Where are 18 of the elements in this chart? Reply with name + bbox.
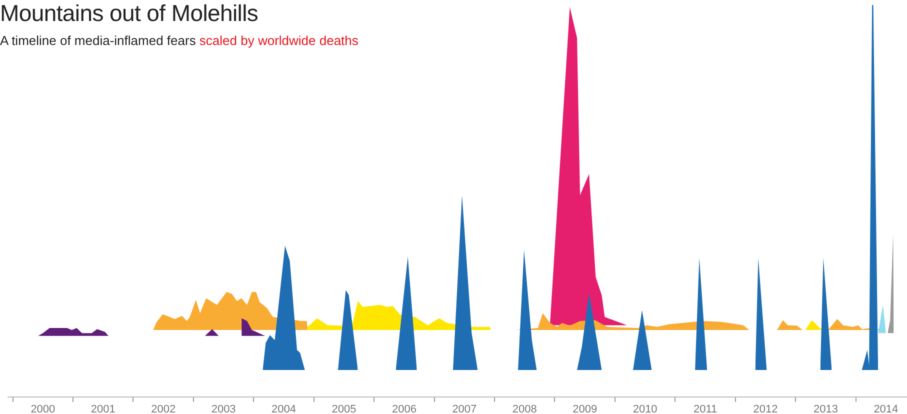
x-tick-label: 2014 — [874, 404, 898, 414]
x-tick-label: 2003 — [211, 404, 236, 414]
text: A timeline of media-inflamed fears — [0, 33, 196, 48]
x-tick-label: 2008 — [512, 404, 537, 414]
x-tick-label: 2011 — [693, 404, 718, 414]
x-tick-label: 2012 — [753, 404, 778, 414]
x-tick-label: 2004 — [272, 404, 296, 414]
x-tick-label: 2006 — [392, 404, 416, 414]
x-tick-label: 2005 — [332, 404, 356, 414]
x-tick-label: 2010 — [632, 404, 658, 414]
x-tick-label: 2001 — [90, 404, 116, 414]
chart-title: Mountains out of Molehills — [0, 0, 258, 27]
x-tick-label: 2013 — [813, 404, 838, 414]
x-tick-label: 2007 — [452, 404, 477, 414]
x-tick-label: 2009 — [572, 404, 598, 414]
x-tick-label: 2002 — [151, 404, 176, 414]
annotation: scaled by worldwide deaths — [198, 33, 358, 48]
x-tick-label: 2000 — [30, 404, 56, 414]
